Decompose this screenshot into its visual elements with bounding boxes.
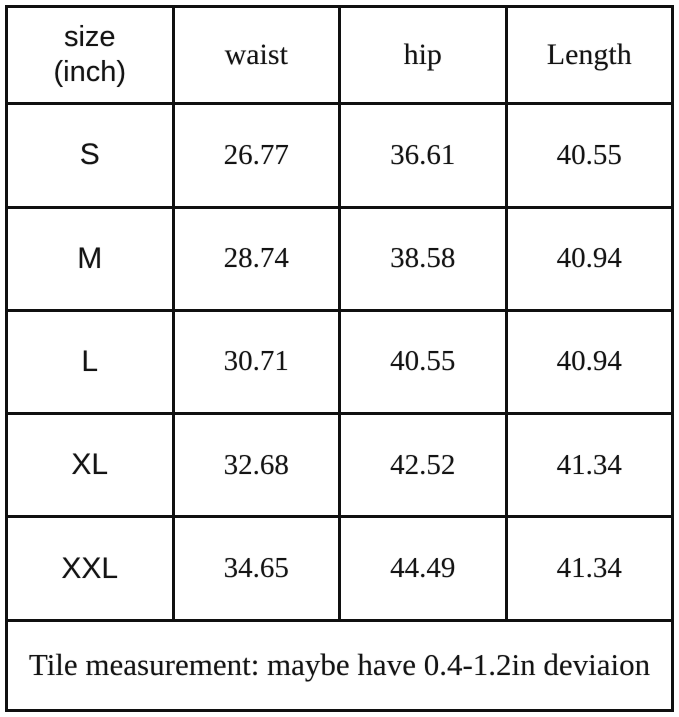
waist-value: 34.65 (171, 515, 341, 622)
length-value: 40.94 (504, 205, 674, 312)
length-value: 41.34 (504, 412, 674, 519)
hip-value: 42.52 (338, 412, 508, 519)
size-label: XXL (5, 515, 175, 622)
header-cell-hip: hip (338, 4, 508, 106)
length-value: 40.55 (504, 102, 674, 209)
table-header-row: size (inch) waist hip Length (5, 4, 674, 106)
waist-value: 30.71 (171, 308, 341, 416)
size-label: S (5, 102, 175, 209)
table-row-xl: XL 32.68 42.52 41.34 (5, 412, 674, 519)
size-chart-table: size (inch) waist hip Length S 26.77 36.… (5, 4, 674, 713)
size-label: M (5, 205, 175, 312)
hip-value: 44.49 (338, 515, 508, 622)
table-row-m: M 28.74 38.58 40.94 (5, 205, 674, 312)
header-cell-waist: waist (171, 4, 341, 106)
measurement-deviation-note: Tile measurement: maybe have 0.4-1.2in d… (5, 618, 674, 713)
table-footer-row: Tile measurement: maybe have 0.4-1.2in d… (5, 618, 674, 713)
length-value: 41.34 (504, 515, 674, 622)
size-chart: size (inch) waist hip Length S 26.77 36.… (5, 4, 674, 713)
table-row-l: L 30.71 40.55 40.94 (5, 308, 674, 416)
size-label: XL (5, 412, 175, 519)
waist-value: 28.74 (171, 205, 341, 312)
size-label: L (5, 308, 175, 416)
header-cell-size: size (inch) (5, 4, 175, 106)
header-cell-length: Length (504, 4, 674, 106)
hip-value: 40.55 (338, 308, 508, 416)
hip-value: 38.58 (338, 205, 508, 312)
hip-value: 36.61 (338, 102, 508, 209)
table-row-s: S 26.77 36.61 40.55 (5, 102, 674, 209)
waist-value: 26.77 (171, 102, 341, 209)
waist-value: 32.68 (171, 412, 341, 519)
length-value: 40.94 (504, 308, 674, 416)
table-row-xxl: XXL 34.65 44.49 41.34 (5, 515, 674, 622)
